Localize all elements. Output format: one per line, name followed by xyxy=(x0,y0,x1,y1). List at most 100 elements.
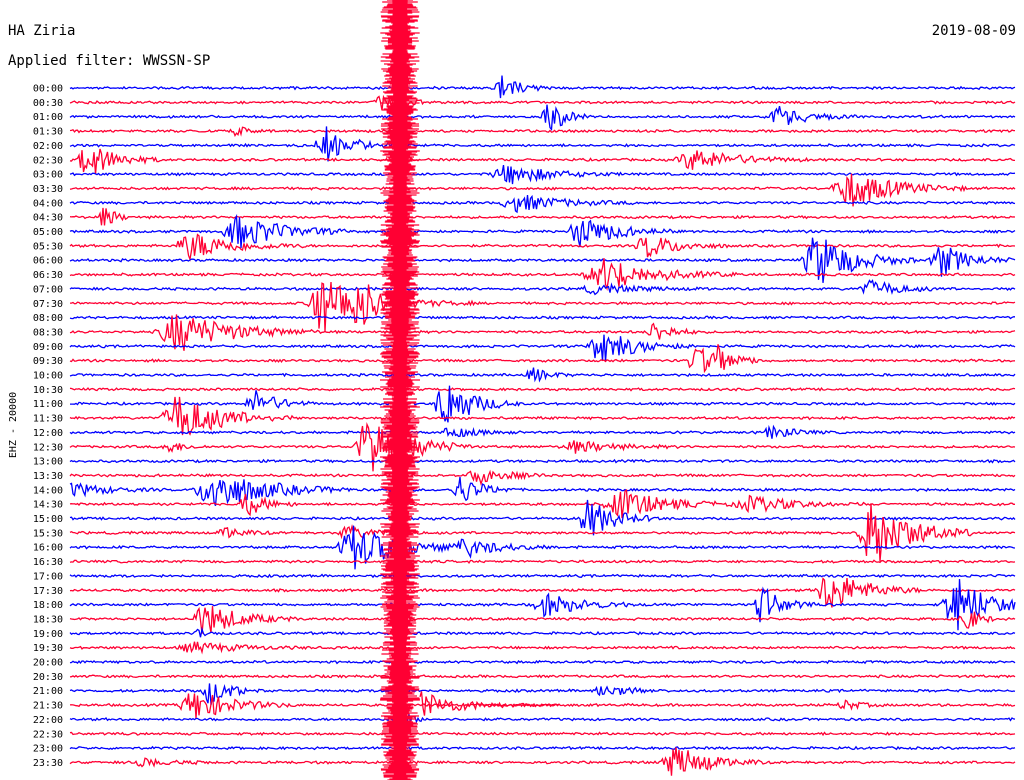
trace-line-1100 xyxy=(70,385,1016,423)
trace-line-1900 xyxy=(69,626,1016,638)
trace-line-1800 xyxy=(69,579,1016,631)
trace-line-0230 xyxy=(69,148,1015,175)
trace-line-0400 xyxy=(69,194,1016,214)
trace-line-0000 xyxy=(69,75,1016,99)
row-time-label: 15:30 xyxy=(33,528,63,539)
row-time-label: 09:00 xyxy=(33,342,63,353)
row-time-label: 06:00 xyxy=(33,256,63,267)
row-time-label: 12:00 xyxy=(33,428,63,439)
trace-line-0430 xyxy=(69,207,1016,226)
trace-line-1730 xyxy=(69,577,1016,608)
trace-line-0600 xyxy=(69,237,1016,283)
row-time-label: 14:30 xyxy=(33,500,63,511)
trace-line-2330 xyxy=(69,747,1016,776)
row-time-label: 19:30 xyxy=(33,643,63,654)
trace-line-1330 xyxy=(69,469,1016,486)
trace-line-1030 xyxy=(69,386,1016,392)
earthquake-burst xyxy=(380,0,560,780)
row-time-label: 04:30 xyxy=(33,213,63,224)
trace-line-1830 xyxy=(69,606,1016,634)
trace-group xyxy=(69,75,1016,776)
trace-line-0530 xyxy=(69,233,1016,262)
trace-line-2230 xyxy=(69,731,1016,737)
trace-line-0100 xyxy=(69,104,1016,132)
row-time-label: 15:00 xyxy=(33,514,63,525)
row-time-label: 11:00 xyxy=(33,399,63,410)
trace-line-0130 xyxy=(69,126,1015,138)
y-axis-label: EHZ - 20000 xyxy=(8,392,19,458)
trace-line-1700 xyxy=(69,573,1016,579)
trace-line-1600 xyxy=(69,525,1016,570)
row-time-label: 01:00 xyxy=(33,112,63,123)
row-time-label: 02:00 xyxy=(33,141,63,152)
trace-line-1930 xyxy=(69,641,1016,655)
row-time-label: 05:00 xyxy=(33,227,63,238)
row-time-label: 21:30 xyxy=(33,701,63,712)
row-time-label: 12:30 xyxy=(33,442,63,453)
row-time-label: 10:30 xyxy=(33,385,63,396)
trace-line-2300 xyxy=(69,745,1016,751)
trace-line-0700 xyxy=(69,279,1016,296)
row-time-label: 13:00 xyxy=(33,457,63,468)
row-time-label: 00:30 xyxy=(33,98,63,109)
trace-line-1400 xyxy=(69,476,1016,507)
row-time-label: 22:00 xyxy=(33,715,63,726)
row-time-label: 16:30 xyxy=(33,557,63,568)
row-time-label: 01:30 xyxy=(33,127,63,138)
row-time-label: 16:00 xyxy=(33,543,63,554)
row-time-label: 20:00 xyxy=(33,658,63,669)
trace-line-0200 xyxy=(69,126,1016,162)
trace-line-2000 xyxy=(69,659,1016,665)
row-time-label: 18:00 xyxy=(33,600,63,611)
station-title: HA Ziria xyxy=(8,23,75,39)
row-time-label: 10:00 xyxy=(33,371,63,382)
trace-line-2130 xyxy=(69,693,1016,719)
trace-line-1500 xyxy=(69,499,1016,536)
row-time-label: 07:30 xyxy=(33,299,63,310)
row-time-label: 02:30 xyxy=(33,155,63,166)
row-time-label: 14:00 xyxy=(33,485,63,496)
row-time-label: 21:00 xyxy=(33,686,63,697)
trace-line-0800 xyxy=(69,315,1015,320)
trace-line-0900 xyxy=(69,334,1016,362)
row-time-label: 22:30 xyxy=(33,729,63,740)
trace-line-1530 xyxy=(69,503,1016,562)
trace-line-0930 xyxy=(69,344,1016,374)
date-label: 2019-08-09 xyxy=(932,23,1016,39)
row-time-label: 06:30 xyxy=(33,270,63,281)
row-time-label: 23:00 xyxy=(33,744,63,755)
row-time-label: 19:00 xyxy=(33,629,63,640)
trace-line-1230 xyxy=(69,422,1016,472)
trace-line-1130 xyxy=(69,396,1016,436)
trace-line-0300 xyxy=(69,164,1016,185)
row-time-label: 20:30 xyxy=(33,672,63,683)
row-time-label: 03:00 xyxy=(33,170,63,181)
earthquake-saturated-band xyxy=(380,0,420,780)
trace-line-0830 xyxy=(69,314,1016,351)
trace-line-2200 xyxy=(69,714,1016,729)
row-time-label: 00:00 xyxy=(33,84,63,95)
trace-line-0030 xyxy=(69,94,1016,111)
trace-line-1300 xyxy=(69,458,1016,464)
row-time-label: 17:30 xyxy=(33,586,63,597)
trace-line-2100 xyxy=(69,683,1016,706)
trace-line-0500 xyxy=(69,213,1016,249)
row-time-label: 11:30 xyxy=(33,414,63,425)
trace-line-1200 xyxy=(69,424,1016,439)
trace-line-0630 xyxy=(69,257,1016,292)
row-time-label: 18:30 xyxy=(33,614,63,625)
row-time-label: 03:30 xyxy=(33,184,63,195)
trace-line-1000 xyxy=(69,367,1016,383)
row-time-label: 08:00 xyxy=(33,313,63,324)
row-time-label: 08:30 xyxy=(33,327,63,338)
trace-line-1630 xyxy=(69,559,1016,564)
trace-line-0730 xyxy=(70,281,1016,332)
row-time-label: 04:00 xyxy=(33,198,63,209)
trace-line-0330 xyxy=(69,173,1016,207)
row-time-label: 09:30 xyxy=(33,356,63,367)
row-time-label: 23:30 xyxy=(33,758,63,769)
tick-label-group: 00:00 00:30 01:00 01:30 02:00 02:30 03:00 03:30… xyxy=(33,84,63,769)
row-time-label: 05:30 xyxy=(33,241,63,252)
row-time-label: 17:00 xyxy=(33,571,63,582)
